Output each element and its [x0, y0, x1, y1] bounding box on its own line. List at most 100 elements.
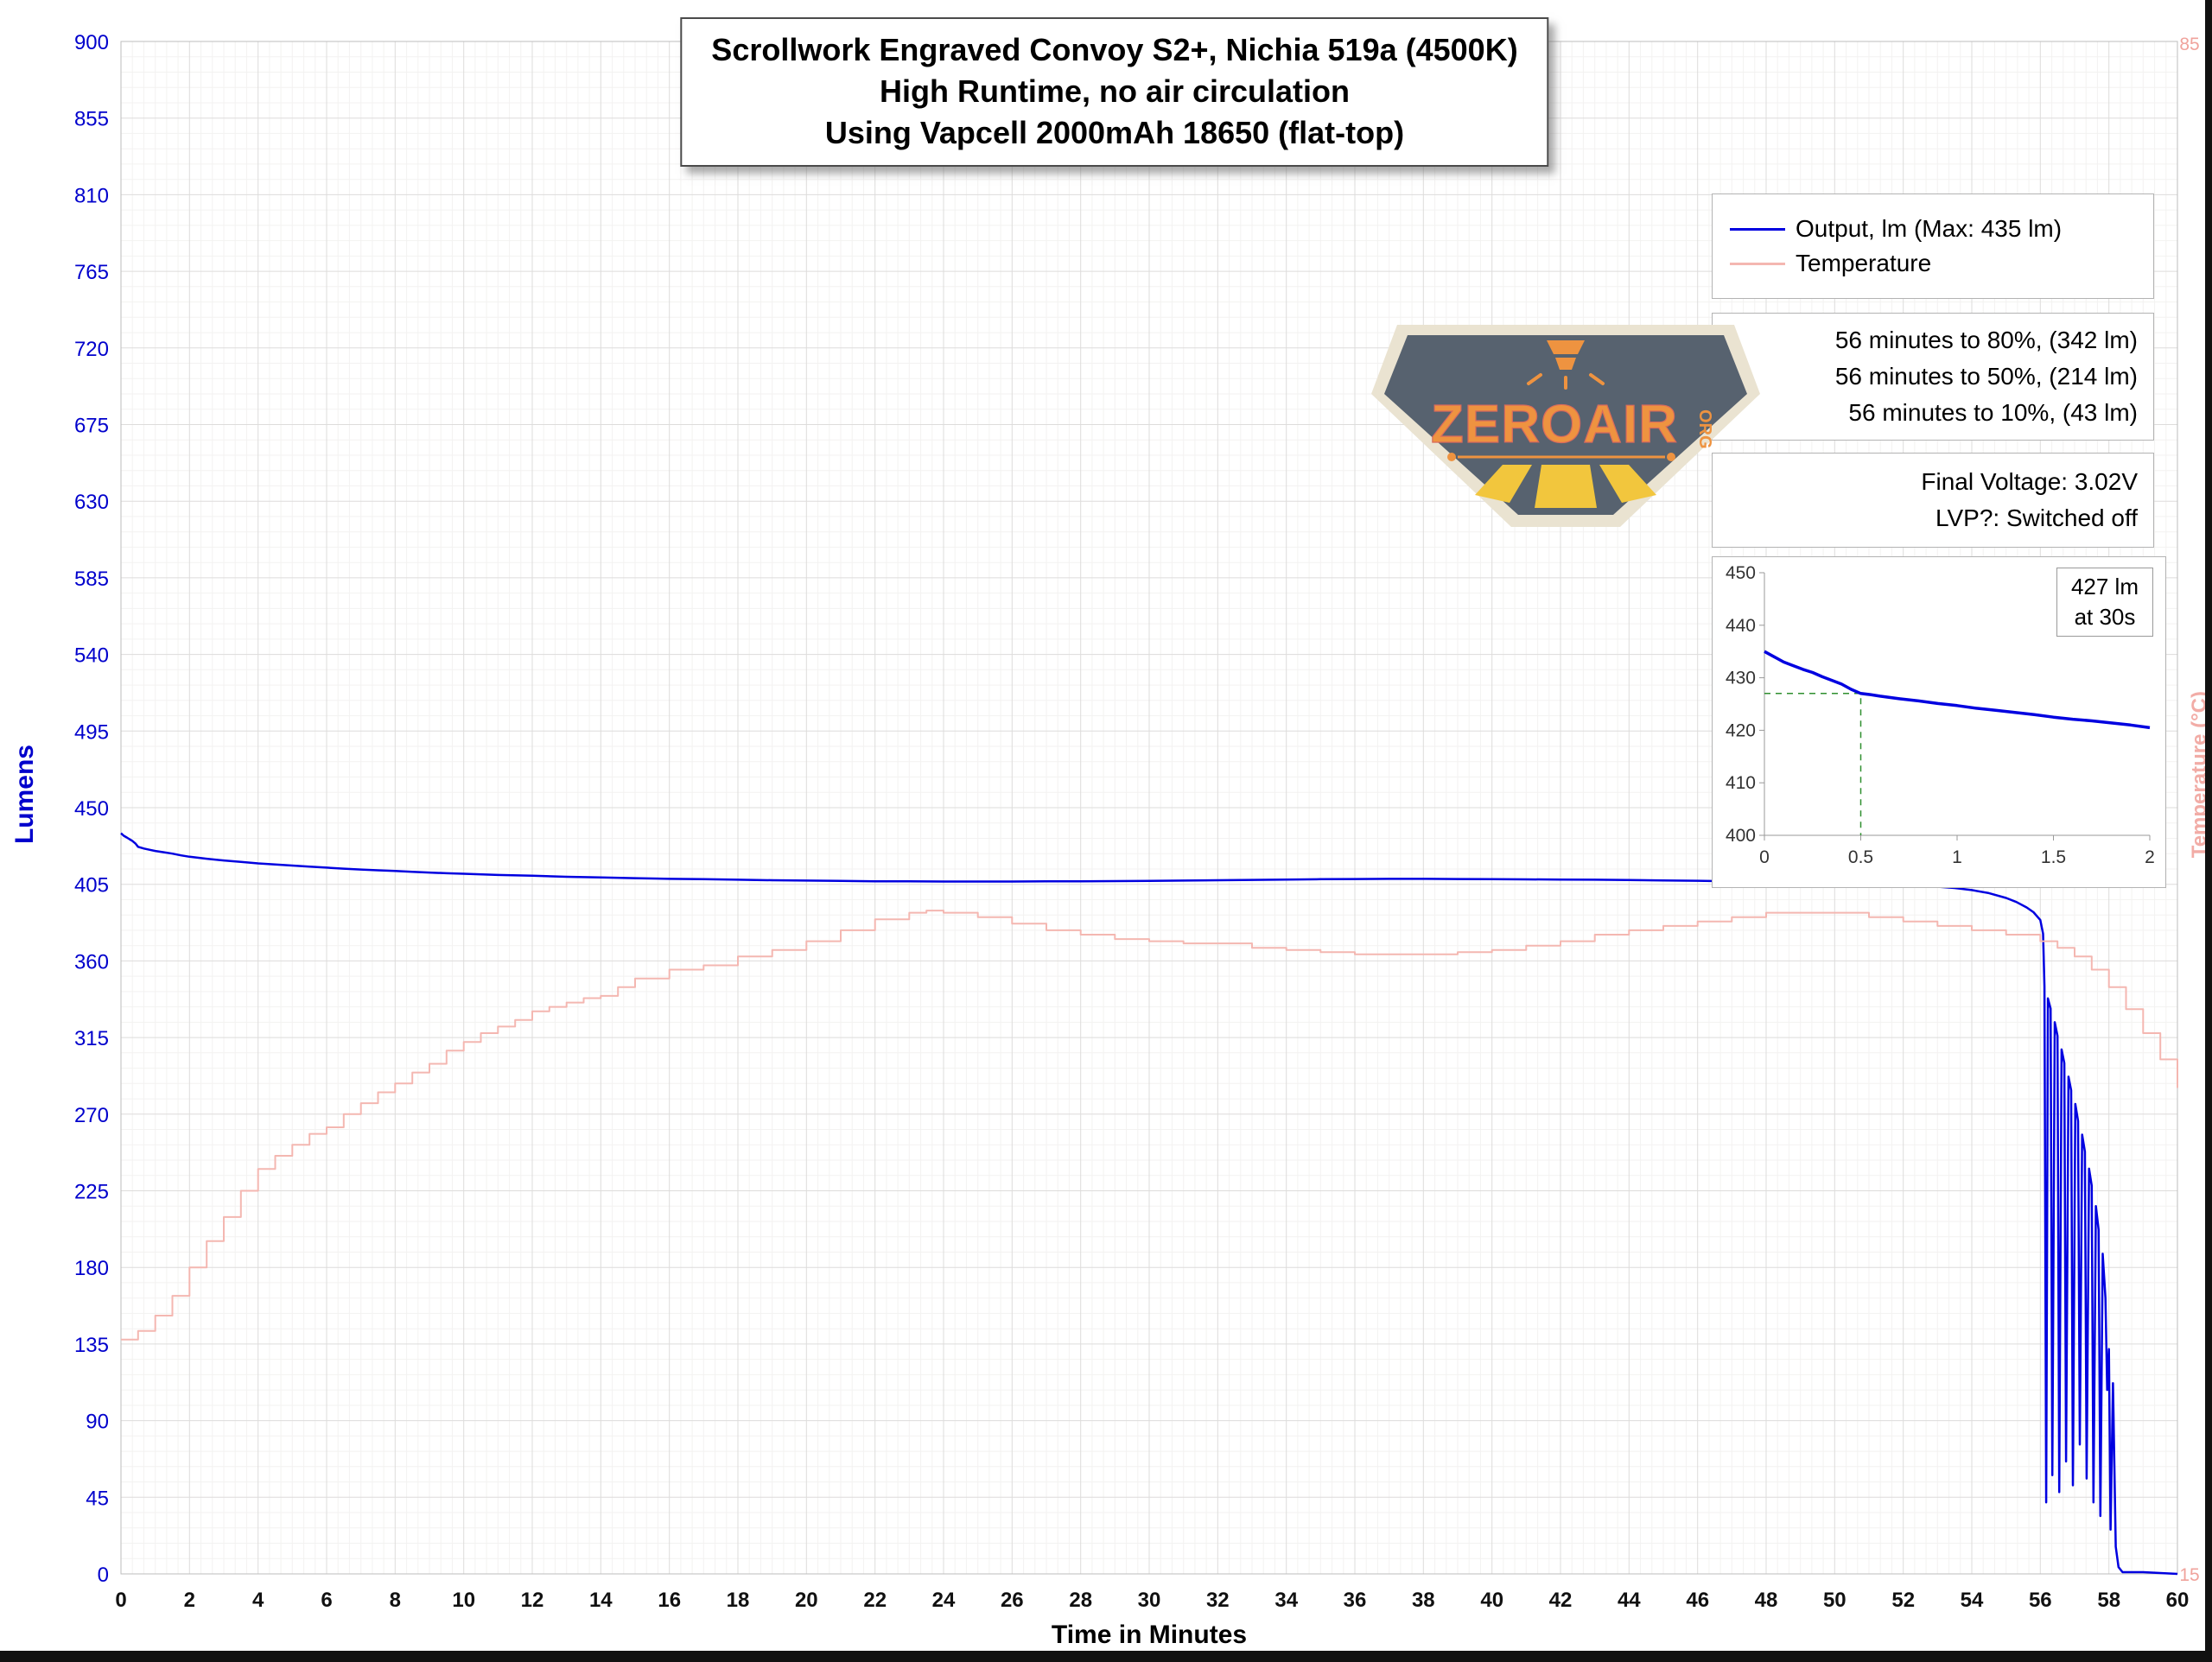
right-edge-bar: [2205, 0, 2212, 1662]
svg-text:20: 20: [795, 1589, 818, 1612]
temperature-line-swatch: [1730, 262, 1785, 265]
svg-text:225: 225: [74, 1181, 109, 1204]
svg-text:6: 6: [321, 1589, 332, 1612]
legend-output-label: Output, lm (Max: 435 lm): [1796, 215, 2063, 242]
svg-text:8: 8: [390, 1589, 401, 1612]
svg-text:180: 180: [74, 1257, 109, 1280]
svg-text:38: 38: [1412, 1589, 1435, 1612]
svg-text:1.5: 1.5: [2041, 847, 2066, 867]
logo-inner-badge: [1384, 335, 1747, 515]
svg-text:34: 34: [1274, 1589, 1298, 1612]
svg-text:430: 430: [1726, 669, 1756, 688]
svg-text:44: 44: [1618, 1589, 1641, 1612]
logo-divider-dot-right: [1667, 453, 1675, 461]
svg-text:58: 58: [2097, 1589, 2120, 1612]
bottom-edge-bar: [0, 1651, 2212, 1662]
svg-text:495: 495: [74, 720, 109, 744]
legend-row-output: Output, lm (Max: 435 lm): [1730, 215, 2136, 243]
svg-text:48: 48: [1755, 1589, 1778, 1612]
legend-temperature-label: Temperature: [1796, 250, 1932, 276]
svg-text:85: 85: [2179, 35, 2199, 54]
svg-text:0: 0: [1759, 847, 1770, 867]
svg-text:15: 15: [2179, 1565, 2199, 1585]
y-axis-left-title: Lumens: [10, 745, 39, 845]
runtime-to-80: 56 minutes to 80%, (342 lm): [1834, 327, 2138, 353]
svg-text:26: 26: [1001, 1589, 1024, 1612]
legend-row-temperature: Temperature: [1730, 250, 2136, 277]
svg-text:12: 12: [521, 1589, 544, 1612]
title-line-1: Scrollwork Engraved Convoy S2+, Nichia 5…: [711, 32, 1518, 67]
svg-text:10: 10: [452, 1589, 475, 1612]
svg-text:585: 585: [74, 568, 109, 591]
svg-text:52: 52: [1891, 1589, 1915, 1612]
voltage-annotations: Final Voltage: 3.02V LVP?: Switched off: [1712, 453, 2154, 548]
lvp-status: LVP?: Switched off: [1936, 504, 2138, 531]
inset-marker-line-2: at 30s: [2074, 604, 2136, 631]
svg-text:405: 405: [74, 874, 109, 898]
svg-text:450: 450: [1726, 563, 1756, 583]
svg-text:900: 900: [74, 31, 109, 54]
light-rays-icon: [1527, 373, 1605, 390]
svg-text:16: 16: [658, 1589, 681, 1612]
svg-text:270: 270: [74, 1104, 109, 1127]
svg-text:720: 720: [74, 338, 109, 361]
svg-text:40: 40: [1480, 1589, 1503, 1612]
final-voltage: Final Voltage: 3.02V: [1921, 468, 2138, 495]
svg-text:4: 4: [252, 1589, 264, 1612]
output-line-swatch: [1730, 227, 1785, 231]
zeroair-logo: ZEROAIR ORG: [1371, 325, 1760, 527]
svg-text:540: 540: [74, 644, 109, 668]
svg-text:36: 36: [1344, 1589, 1367, 1612]
svg-text:675: 675: [74, 415, 109, 438]
chart-title: Scrollwork Engraved Convoy S2+, Nichia 5…: [680, 17, 1549, 167]
inset-startup-chart-box: 400 410 420 430 440 450 0 0.5 1 1.5 2 427 lm at 30…: [1712, 556, 2166, 888]
flashlight-icon: [1547, 340, 1585, 370]
svg-text:18: 18: [727, 1589, 750, 1612]
svg-text:410: 410: [1726, 773, 1756, 793]
svg-text:22: 22: [863, 1589, 887, 1612]
inset-startup-chart: 400 410 420 430 440 450 0 0.5 1 1.5 2: [1726, 563, 2155, 867]
legend: Output, lm (Max: 435 lm) Temperature: [1712, 193, 2154, 299]
svg-text:360: 360: [74, 950, 109, 974]
svg-text:50: 50: [1823, 1589, 1847, 1612]
svg-text:2: 2: [2145, 847, 2155, 867]
logo-org-suffix: ORG: [1695, 409, 1714, 449]
svg-text:56: 56: [2029, 1589, 2052, 1612]
runtime-annotations: 56 minutes to 80%, (342 lm) 56 minutes t…: [1712, 313, 2154, 441]
runtime-to-10: 56 minutes to 10%, (43 lm): [1848, 399, 2138, 426]
svg-text:135: 135: [74, 1334, 109, 1357]
svg-text:420: 420: [1726, 720, 1756, 740]
svg-text:440: 440: [1726, 616, 1756, 636]
svg-text:400: 400: [1726, 826, 1756, 846]
title-line-3: Using Vapcell 2000mAh 18650 (flat-top): [824, 115, 1405, 151]
svg-text:810: 810: [74, 184, 109, 207]
runtime-to-50: 56 minutes to 50%, (214 lm): [1834, 363, 2138, 390]
svg-text:32: 32: [1206, 1589, 1230, 1612]
inset-marker-line-1: 427 lm: [2070, 574, 2139, 599]
svg-text:14: 14: [589, 1589, 613, 1612]
svg-text:1: 1: [1952, 847, 1962, 867]
svg-text:0.5: 0.5: [1848, 847, 1873, 867]
svg-text:855: 855: [74, 108, 109, 131]
svg-text:45: 45: [86, 1487, 109, 1510]
svg-text:765: 765: [74, 261, 109, 284]
svg-text:28: 28: [1069, 1589, 1092, 1612]
svg-text:24: 24: [932, 1589, 956, 1612]
svg-text:30: 30: [1138, 1589, 1161, 1612]
svg-text:54: 54: [1961, 1589, 1984, 1612]
svg-text:42: 42: [1549, 1589, 1573, 1612]
logo-wordmark: ZEROAIR: [1431, 395, 1678, 454]
svg-text:0: 0: [115, 1589, 126, 1612]
x-axis-title: Time in Minutes: [1051, 1621, 1248, 1649]
svg-text:0: 0: [98, 1564, 109, 1587]
svg-text:450: 450: [74, 797, 109, 821]
inset-marker-label: 427 lm at 30s: [2056, 568, 2153, 638]
logo-beams: [1475, 465, 1656, 508]
logo-divider-dot-left: [1447, 453, 1456, 461]
svg-text:90: 90: [86, 1411, 109, 1434]
svg-text:2: 2: [184, 1589, 195, 1612]
svg-text:315: 315: [74, 1027, 109, 1050]
svg-text:630: 630: [74, 491, 109, 514]
svg-text:46: 46: [1686, 1589, 1709, 1612]
